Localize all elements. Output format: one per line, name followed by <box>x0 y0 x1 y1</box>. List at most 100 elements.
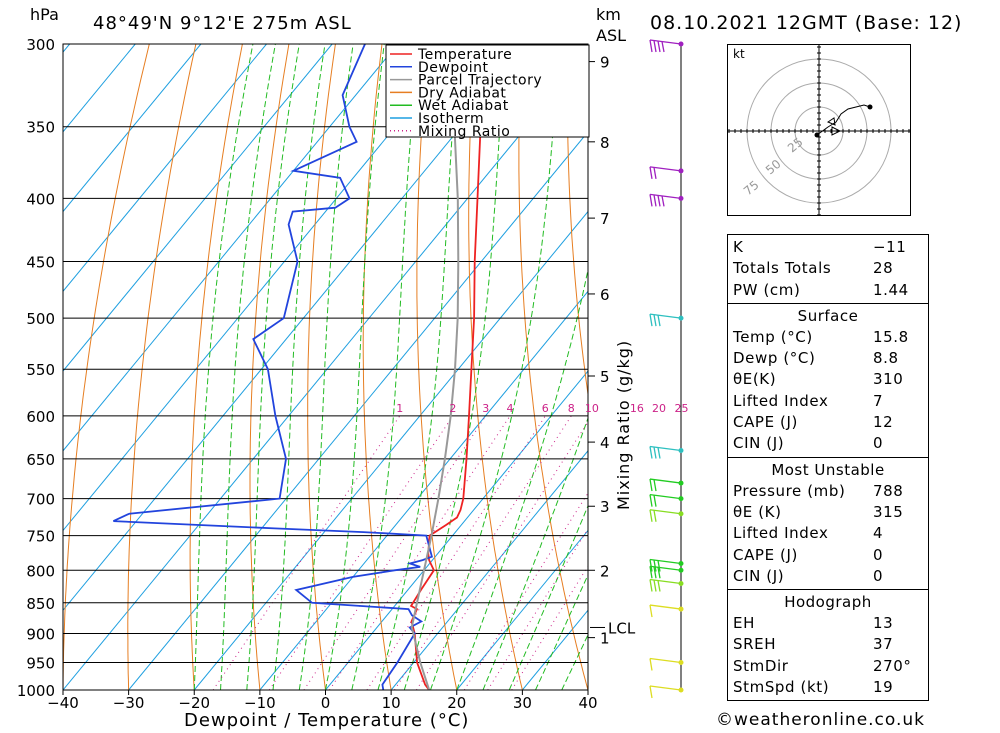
hodo-end-dot <box>867 104 873 110</box>
temperature-tick-label: 20 <box>447 694 466 712</box>
isotherm-line <box>456 529 588 690</box>
surface-row-li: Lifted Index 7 <box>733 391 884 410</box>
isotherm-line <box>63 51 588 690</box>
wind-barb-flag <box>657 447 661 459</box>
hodo-row-eh: EH 13 <box>733 614 894 633</box>
pressure-tick-label: 700 <box>26 491 55 509</box>
wind-barb-flag <box>657 195 661 207</box>
wind-barb-flag <box>653 167 657 179</box>
mixing-ratio-label: 3 <box>482 402 489 415</box>
dry-adiabat-line <box>127 44 197 690</box>
pressure-axis: 300 350 400 450 500 550 600 650 700 750 800 850 900 9… <box>17 36 55 700</box>
pressure-tick-label: 450 <box>26 254 55 272</box>
isotherm-line <box>390 449 588 690</box>
wind-barb-staff <box>649 478 682 484</box>
most-unstable-indices: Most Unstable Pressure (mb) 788 θE (K) 315… <box>728 458 928 591</box>
wet-adiabat-line <box>272 44 326 690</box>
height-tick-label: 2 <box>600 562 610 580</box>
legend-label: Dry Adiabat <box>418 85 506 101</box>
mixing-ratio-line <box>329 415 511 690</box>
wind-barb-flag <box>657 567 661 579</box>
mixing-ratio-label: 16 <box>630 402 644 415</box>
mixing-ratio-label: 10 <box>585 402 599 415</box>
pressure-tick-label: 300 <box>26 36 55 54</box>
height-tick-label: 3 <box>600 498 610 516</box>
temperature-tick-label: 40 <box>578 694 597 712</box>
wind-barb-flag <box>649 604 653 618</box>
mixing-ratio-label: 6 <box>542 402 549 415</box>
parcel-trajectory-line <box>410 61 460 690</box>
height-axis: 1 2 3 4 5 6 7 8 9 <box>588 54 610 648</box>
hodo-row-sreh: SREH 37 <box>733 635 894 654</box>
wind-barb-flag <box>649 166 653 179</box>
isotherm-line <box>63 44 333 372</box>
wind-barb-staff <box>649 166 682 172</box>
wind-barb-staff <box>649 39 682 45</box>
legend-box <box>385 44 590 138</box>
isotherm-line <box>128 131 588 690</box>
mixing-ratio-line <box>303 415 487 690</box>
wind-barb-staff <box>649 193 682 200</box>
wind-barb-flag <box>649 313 653 327</box>
height-tick-label: 4 <box>600 434 610 452</box>
surface-row-thetae: θE(K) 310 <box>733 370 904 389</box>
wind-barb-flag <box>657 580 661 592</box>
height-tick-label: 7 <box>600 210 610 228</box>
hodo-row-stmspd: StmSpd (kt) 19 <box>733 678 894 697</box>
x-axis-title: Dewpoint / Temperature (°C) <box>184 710 469 731</box>
legend-label: Temperature <box>417 47 512 63</box>
dry-adiabat-line <box>518 44 588 690</box>
temperature-tick-label: −10 <box>244 694 276 712</box>
mixing-ratio-label: 4 <box>507 402 514 415</box>
wind-barb-flag <box>653 479 657 492</box>
wind-barb-staff <box>649 493 682 500</box>
wind-barb-flag <box>653 510 657 522</box>
wet-adiabat-line <box>351 44 420 690</box>
temperature-tick-label: 10 <box>382 694 401 712</box>
height-unit-km: km <box>596 5 621 24</box>
mixing-ratio-label: 1 <box>396 402 403 415</box>
index-row-totals: Totals Totals 28 <box>733 259 894 278</box>
temperature-tick-label: 0 <box>321 694 331 712</box>
isobars <box>63 43 588 691</box>
wind-barb-staff <box>649 313 682 319</box>
legend-label: Mixing Ratio <box>418 124 510 140</box>
wind-barb-flag <box>657 40 661 53</box>
isotherm-line <box>259 290 588 690</box>
height-tick-label: 5 <box>600 368 610 386</box>
pressure-unit: hPa <box>30 5 59 24</box>
datetime-label: 08.10.2021 12GMT (Base: 12) <box>650 12 962 34</box>
surface-indices: Surface Temp (°C) 15.8 Dewp (°C) 8.8 θE(K)… <box>728 304 928 458</box>
mu-row-cape: CAPE (J) 0 <box>733 545 884 564</box>
pressure-tick-label: 900 <box>26 625 55 643</box>
pressure-tick-label: 550 <box>26 361 55 379</box>
index-row-pw: PW (cm) 1.44 <box>733 280 909 299</box>
wind-barb-staff <box>649 657 682 664</box>
isotherm-line <box>63 44 136 133</box>
hodograph-indices: Hodograph EH 13 SREH 37 StmDir 270° StmSpd … <box>728 590 928 702</box>
wet-adiabat-line <box>456 267 588 690</box>
hodo-storm-motion-marker <box>831 126 842 136</box>
indices-table: K −11 Totals Totals 28 PW (cm) 1.44 Surface… <box>727 234 929 702</box>
mixing-ratio-label: 8 <box>568 402 575 415</box>
wind-barb-staff <box>649 685 682 691</box>
hodo-row-stmdir: StmDir 270° <box>733 656 912 675</box>
mixing-ratio-label: 20 <box>652 402 666 415</box>
isotherm-line <box>325 370 588 690</box>
mixing-ratio-label: 2 <box>449 402 456 415</box>
temperature-tick-label: −30 <box>113 694 145 712</box>
hodograph-panel: kt 25 50 75 <box>727 40 911 222</box>
dry-adiabat-line <box>189 44 243 690</box>
wind-barb-flag <box>649 658 653 671</box>
height-unit-asl: ASL <box>596 26 626 45</box>
dry-adiabat-line <box>249 44 290 690</box>
wind-barb-flag <box>653 194 657 207</box>
wet-adiabat-line <box>535 573 588 690</box>
temperature-axis: −40 −30 −20 −10 0 10 20 30 40 <box>47 690 598 712</box>
credit-link[interactable]: ©weatheronline.co.uk <box>716 710 926 730</box>
surface-row-temp: Temp (°C) 15.8 <box>733 327 909 346</box>
wind-barb-flag <box>657 314 661 327</box>
surface-row-cape: CAPE (J) 12 <box>733 413 894 432</box>
wind-barb-staff <box>649 565 682 571</box>
